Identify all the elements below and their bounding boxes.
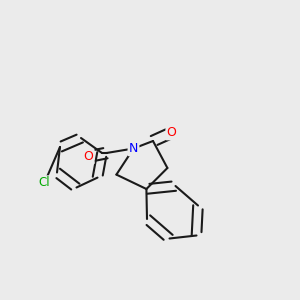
- Text: O: O: [84, 150, 93, 163]
- Text: O: O: [167, 126, 176, 139]
- Text: Cl: Cl: [39, 176, 50, 190]
- Text: N: N: [129, 142, 138, 155]
